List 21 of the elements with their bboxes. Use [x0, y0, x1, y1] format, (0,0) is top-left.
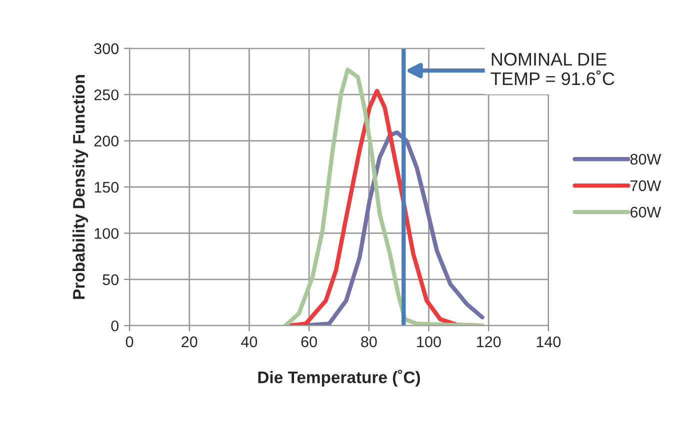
x-tick-label: 40 — [241, 336, 258, 348]
x-tick-label: 100 — [417, 336, 441, 348]
legend-label: 80W — [630, 154, 662, 165]
x-tick-label: 20 — [182, 336, 198, 348]
legend-label: 60W — [630, 206, 662, 218]
y-tick-label: 150 — [94, 182, 119, 193]
x-tick-label: 0 — [126, 336, 134, 348]
x-tick-label: 60 — [301, 336, 317, 348]
x-tick-label: 140 — [536, 336, 561, 348]
y-tick-label: 0 — [111, 320, 119, 332]
x-axis-title: Die Temperature (˚C) — [258, 370, 420, 387]
x-tick-label: 80 — [361, 336, 377, 348]
y-axis-title: Probability Density Function — [72, 75, 88, 299]
ref-line-label: NOMINAL DIE TEMP = 91.6˚C — [490, 52, 614, 86]
y-tick-label: 250 — [94, 89, 119, 100]
y-tick-label: 50 — [102, 274, 119, 286]
y-tick-label: 100 — [94, 228, 119, 239]
x-tick-label: 120 — [477, 336, 501, 348]
y-tick-label: 200 — [94, 136, 119, 146]
legend-label: 70W — [630, 180, 662, 192]
y-tick-label: 300 — [94, 43, 119, 54]
